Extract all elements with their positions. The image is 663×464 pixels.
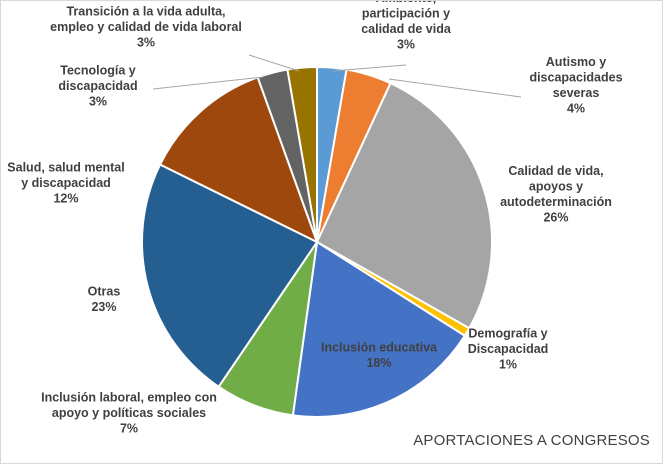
slice-label: Tecnología y discapacidad 3% (58, 64, 137, 109)
slice-label: Salud, salud mental y discapacidad 12% (7, 161, 124, 206)
slice-label: Autismo y discapacidades severas 4% (529, 55, 622, 116)
slice-label: Inclusión laboral, empleo con apoyo y pol… (41, 391, 217, 436)
pie-slice (158, 76, 319, 244)
leader-line (248, 54, 300, 72)
pie-slice (315, 81, 493, 330)
slice-label: Transición a la vida adulta, empleo y cal… (50, 5, 242, 50)
pie-slice (291, 240, 467, 418)
chart-title: APORTACIONES A CONGRESOS (413, 432, 650, 449)
leader-line (388, 78, 522, 98)
slice-label: Otras 23% (88, 284, 121, 314)
slice-label: Demografía y Discapacidad 1% (468, 327, 549, 372)
slice-label: Inclusión educativa 18% (321, 340, 438, 370)
pie-slice (286, 65, 318, 243)
leader-line (332, 64, 407, 72)
pie-slice (141, 163, 319, 389)
leader-line (152, 76, 264, 90)
slice-label: Calidad de vida, apoyos y autodeterminació… (500, 164, 612, 225)
